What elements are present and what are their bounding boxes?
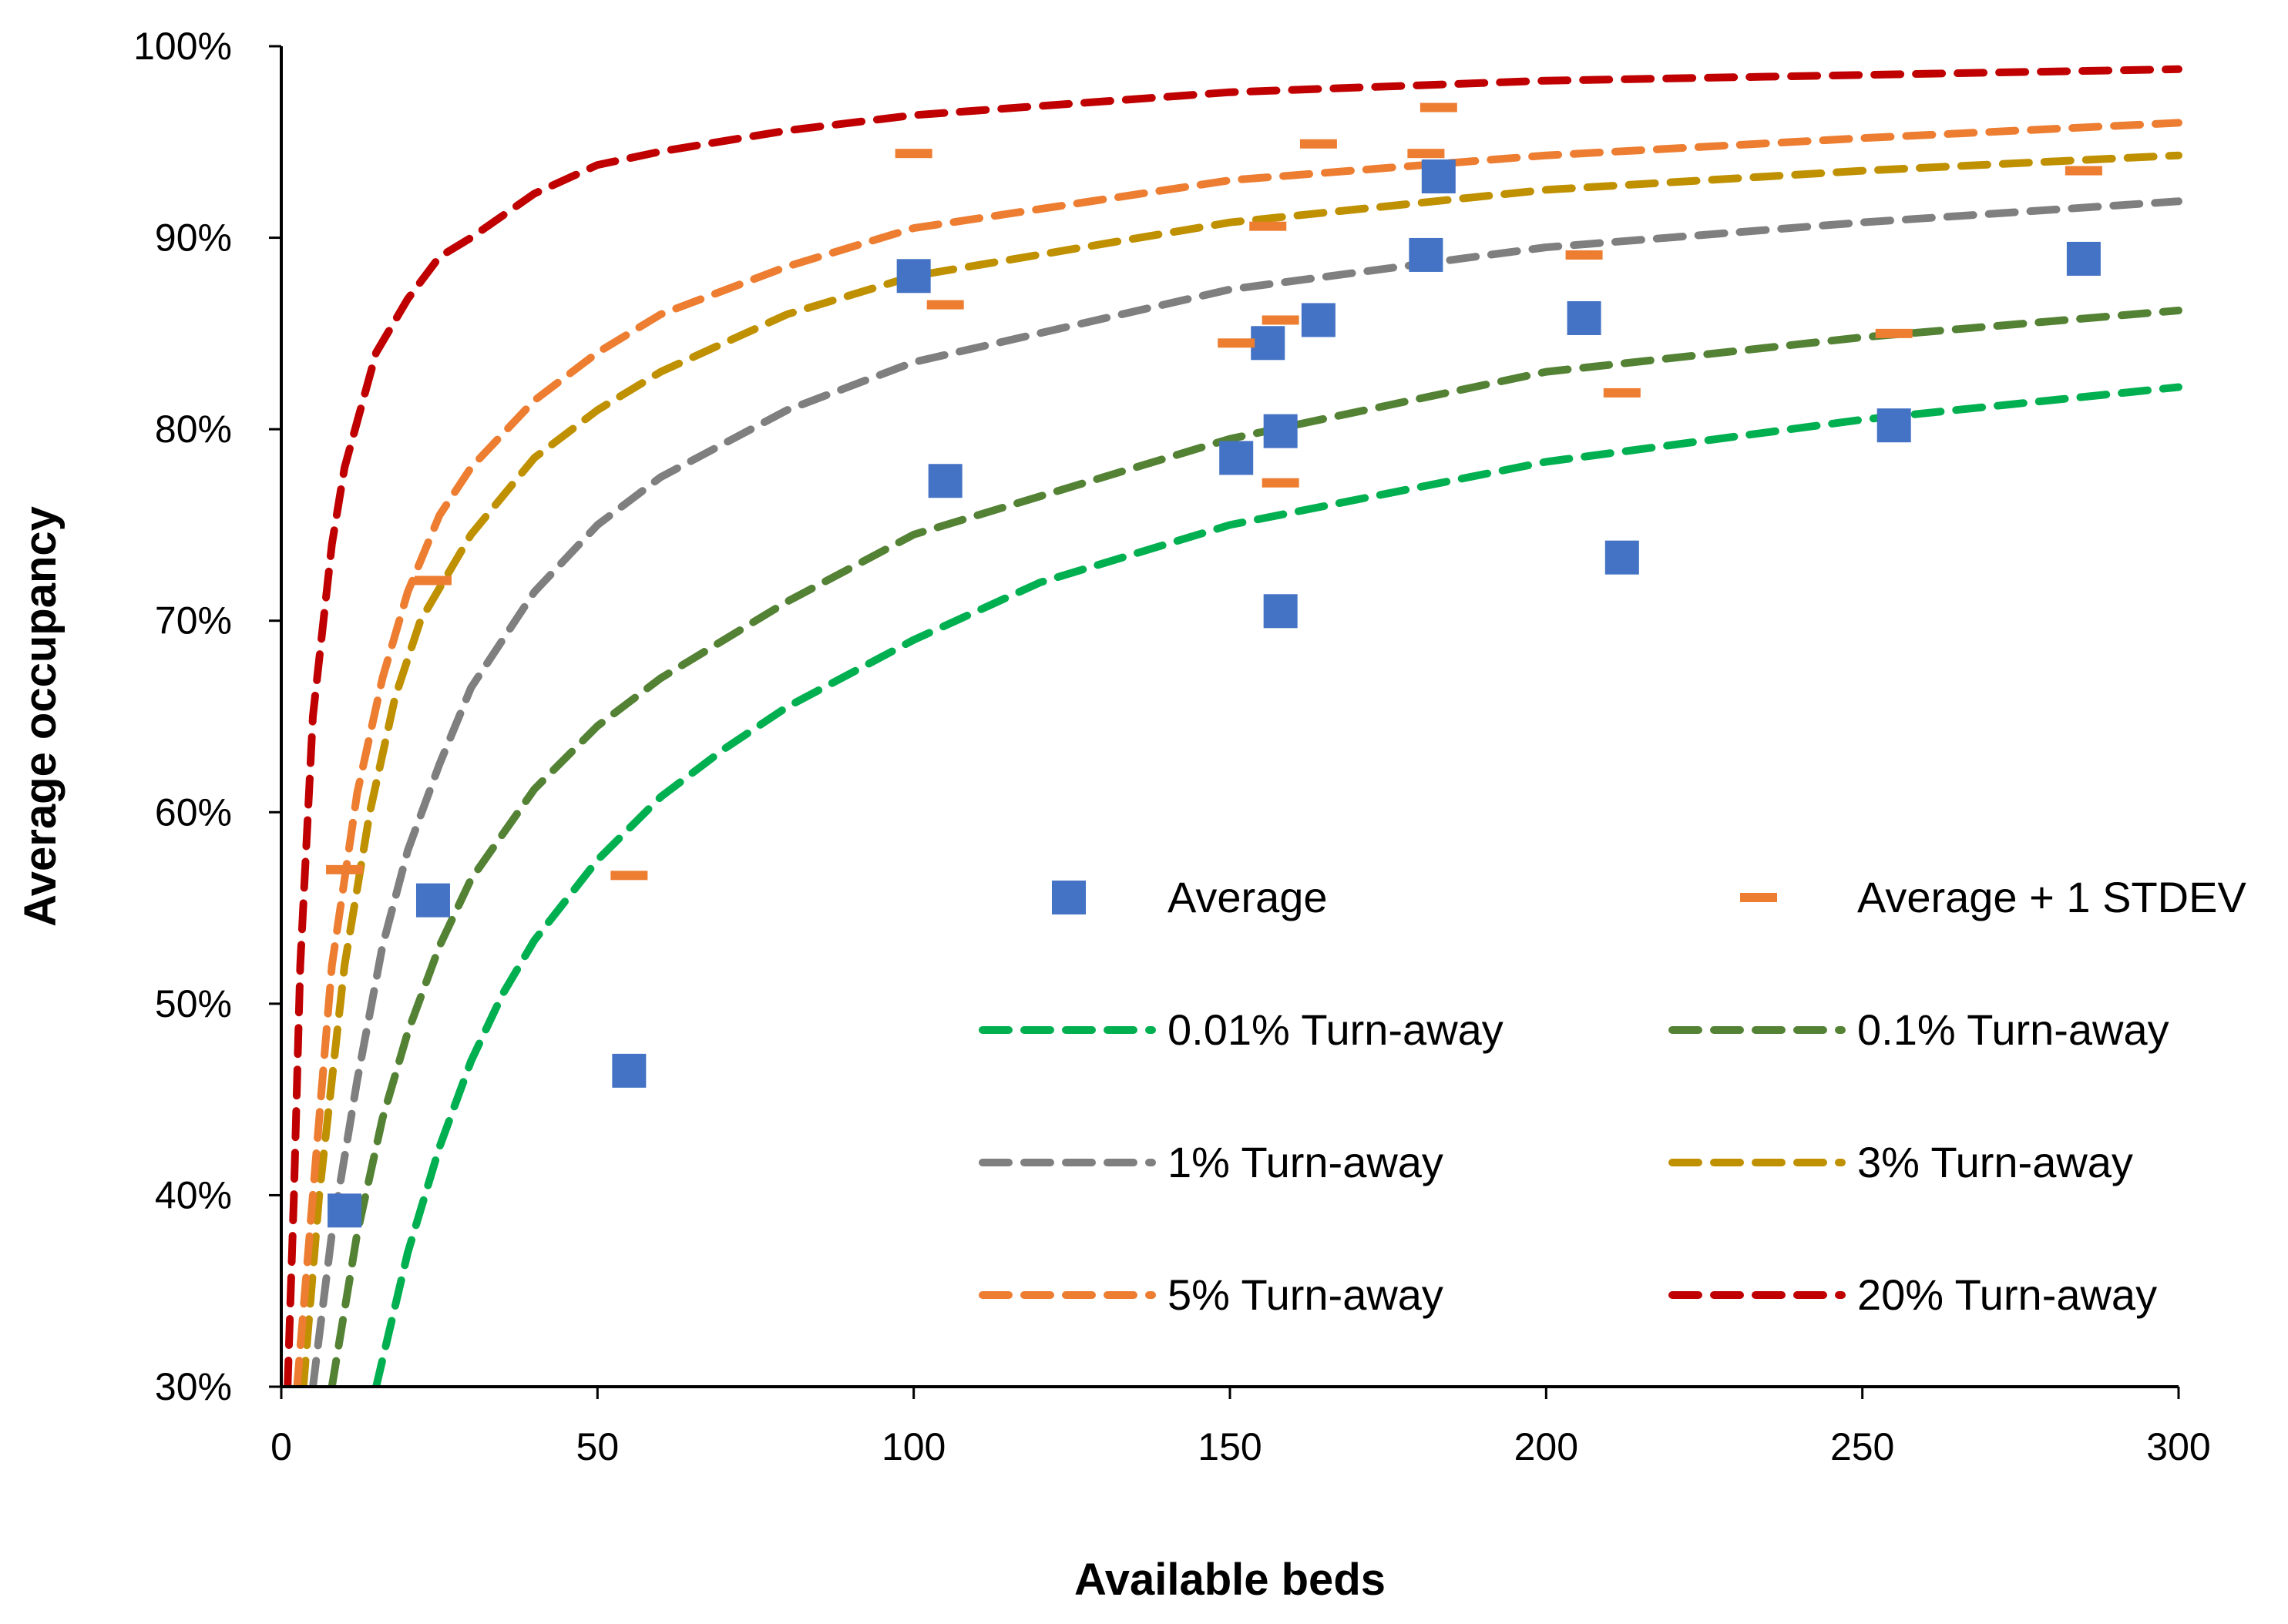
legend-label-1pct-turn-away: 1% Turn-away xyxy=(1168,1138,1443,1186)
series-line-20pct-turn-away xyxy=(284,65,2182,1387)
marker-average xyxy=(1263,594,1298,629)
y-axis-ticks: 30% 40% 50% 60% 70% 80% 90% 100% xyxy=(133,25,281,1408)
x-tick-label: 0 xyxy=(270,1425,292,1468)
legend-item-3pct-turn-away: 3% Turn-away xyxy=(1668,1138,2133,1186)
y-tick-label: 50% xyxy=(155,982,232,1025)
marker-average xyxy=(1567,300,1601,335)
marker-average-1-stdev xyxy=(2065,166,2102,176)
marker-average xyxy=(328,1193,362,1228)
marker-average xyxy=(1604,540,1639,575)
marker-average-1-stdev xyxy=(1407,149,1445,159)
x-tick-label: 150 xyxy=(1198,1425,1262,1468)
x-tick-label: 50 xyxy=(576,1425,620,1468)
y-axis-title: Average occupancy xyxy=(15,506,66,927)
marker-average xyxy=(1876,408,1911,443)
y-tick-label: 60% xyxy=(155,790,232,834)
series-line-3pct-turn-away xyxy=(299,151,2182,1387)
series-line-0-1pct-turn-away xyxy=(328,307,2182,1387)
marker-average xyxy=(1263,414,1298,448)
x-tick-label: 100 xyxy=(882,1425,946,1468)
x-axis-title: Available beds xyxy=(1074,1555,1386,1605)
y-tick-label: 40% xyxy=(155,1173,232,1216)
marker-average-1-stdev xyxy=(1299,139,1337,149)
legend-item-average: Average xyxy=(1052,873,1328,921)
marker-average-1-stdev xyxy=(1262,315,1299,325)
marker-average xyxy=(1219,441,1254,475)
legend-item-5pct-turn-away: 5% Turn-away xyxy=(979,1270,1443,1319)
marker-average xyxy=(415,883,450,918)
marker-average xyxy=(1409,237,1443,272)
marker-average-1-stdev xyxy=(1603,388,1641,398)
y-tick-label: 100% xyxy=(133,25,232,68)
marker-average xyxy=(1421,159,1456,194)
marker-average-1-stdev xyxy=(1565,250,1603,260)
y-tick-label: 90% xyxy=(155,216,232,260)
marker-average-1-stdev xyxy=(1420,102,1457,112)
legend-item-0-1pct-turn-away: 0.1% Turn-away xyxy=(1668,1005,2169,1054)
marker-average xyxy=(612,1053,647,1088)
marker-average-1-stdev xyxy=(1249,221,1287,231)
legend-symbol-average xyxy=(1052,881,1086,914)
y-tick-label: 70% xyxy=(155,599,232,643)
legend-item-average-1-stdev: Average + 1 STDEV xyxy=(1740,873,2246,921)
marker-average xyxy=(1301,303,1336,337)
x-tick-label: 300 xyxy=(2146,1425,2210,1468)
series-line-5pct-turn-away xyxy=(293,119,2182,1387)
series-line-0-01pct-turn-away xyxy=(372,383,2182,1387)
legend: Average Average + 1 STDEV 0.01% Turn-away 0… xyxy=(979,873,2246,1319)
series-line-1pct-turn-away xyxy=(309,197,2182,1387)
legend-label-3pct-turn-away: 3% Turn-away xyxy=(1857,1138,2133,1186)
legend-label-average-1-stdev: Average + 1 STDEV xyxy=(1857,873,2246,921)
y-tick-label: 80% xyxy=(155,408,232,451)
marker-average xyxy=(896,259,931,294)
x-axis-ticks: 0 50 100 150 200 250 300 xyxy=(270,1387,2211,1468)
legend-item-1pct-turn-away: 1% Turn-away xyxy=(979,1138,1443,1186)
legend-label-5pct-turn-away: 5% Turn-away xyxy=(1168,1270,1443,1319)
marker-average-1-stdev xyxy=(1262,478,1299,488)
marker-average-1-stdev xyxy=(1218,338,1255,348)
legend-label-20pct-turn-away: 20% Turn-away xyxy=(1857,1270,2157,1319)
marker-average xyxy=(2066,241,2101,276)
series-lines xyxy=(284,65,2182,1387)
marker-average xyxy=(928,464,963,498)
series-markers xyxy=(326,102,2102,1228)
legend-symbol-average-1-stdev xyxy=(1740,893,1777,902)
marker-average-1-stdev xyxy=(414,575,452,586)
legend-item-20pct-turn-away: 20% Turn-away xyxy=(1668,1270,2157,1319)
x-tick-label: 250 xyxy=(1830,1425,1894,1468)
marker-average-1-stdev xyxy=(326,864,364,874)
marker-average-1-stdev xyxy=(1875,328,1913,338)
marker-average-1-stdev xyxy=(610,871,648,881)
marker-average xyxy=(1251,326,1285,361)
legend-label-0-01pct-turn-away: 0.01% Turn-away xyxy=(1168,1005,1503,1054)
legend-label-0-1pct-turn-away: 0.1% Turn-away xyxy=(1857,1005,2169,1054)
marker-average-1-stdev xyxy=(895,149,932,159)
y-tick-label: 30% xyxy=(155,1365,232,1408)
x-tick-label: 200 xyxy=(1514,1425,1578,1468)
marker-average-1-stdev xyxy=(926,300,964,310)
legend-item-0-01pct-turn-away: 0.01% Turn-away xyxy=(979,1005,1503,1054)
legend-label-average: Average xyxy=(1168,873,1328,921)
